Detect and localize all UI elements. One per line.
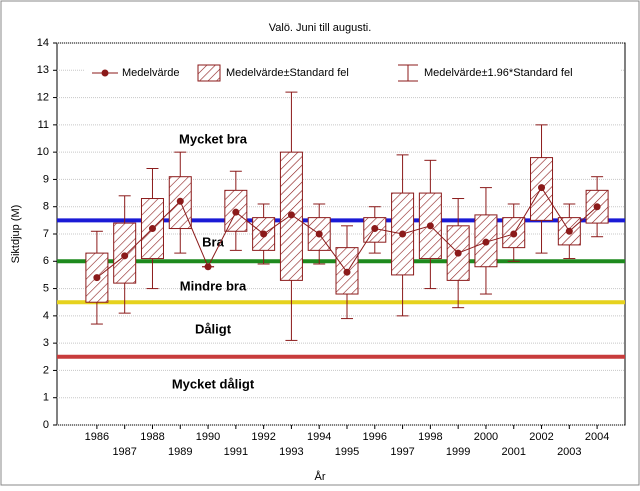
mean-point [426,222,434,230]
legend-label: Medelvärde±1.96*Standard fel [424,67,573,79]
mean-point [176,197,184,205]
y-tick-label: 9 [43,173,49,185]
x-axis-label: År [315,470,326,483]
mean-point [343,268,351,276]
x-tick-label: 1993 [279,446,303,458]
x-tick-label: 2000 [474,431,498,443]
mean-point [260,230,268,238]
y-tick-label: 8 [43,201,49,213]
x-tick-label: 1991 [224,446,248,458]
x-tick-label: 1999 [446,446,470,458]
y-tick-label: 2 [43,364,49,376]
x-tick-label: 1992 [251,431,275,443]
legend-label: Medelvärde [122,67,179,79]
x-tick-label: 2002 [529,431,553,443]
y-axis-label: Siktdjup (M) [10,205,22,264]
x-tick-label: 1997 [390,446,414,458]
x-tick-label: 1989 [168,446,192,458]
annotation: Mycket dåligt [172,376,255,391]
annotation: Mycket bra [179,131,248,146]
y-tick-label: 11 [38,119,49,131]
y-tick-label: 10 [37,146,49,158]
legend-symbol [101,69,109,77]
mean-point [399,230,407,238]
y-tick-label: 4 [43,310,49,322]
mean-point [121,252,129,260]
x-tick-label: 1986 [85,431,109,443]
mean-point [565,227,573,235]
y-tick-label: 5 [43,282,49,294]
y-tick-label: 6 [43,255,49,267]
legend-symbol [197,64,221,82]
mean-point [204,263,212,271]
x-tick-label: 2001 [501,446,525,458]
mean-point [315,230,323,238]
chart-title: Valö. Juni till augusti. [269,22,372,34]
mean-point [510,230,518,238]
y-tick-label: 14 [37,37,49,49]
x-tick-label: 1998 [418,431,442,443]
y-tick-label: 12 [37,91,49,103]
mean-point [148,225,156,233]
mean-point [232,208,240,216]
mean-point [538,184,546,192]
mean-point [287,211,295,219]
y-tick-label: 13 [37,64,49,76]
x-tick-label: 1988 [140,431,164,443]
y-tick-label: 1 [43,392,49,404]
mean-point [593,203,601,211]
x-tick-label: 1994 [307,431,331,443]
x-tick-label: 1995 [335,446,359,458]
mean-point [454,249,462,257]
mean-point [371,225,379,233]
legend-label: Medelvärde±Standard fel [226,67,349,79]
y-tick-label: 7 [43,228,49,240]
x-tick-label: 1990 [196,431,220,443]
annotation: Dåligt [195,321,232,336]
x-tick-label: 2003 [557,446,581,458]
mean-point [482,238,490,246]
y-tick-label: 3 [43,337,49,349]
x-tick-label: 1996 [363,431,387,443]
annotation: Mindre bra [180,278,247,293]
mean-point [93,274,101,282]
y-tick-label: 0 [43,419,49,431]
x-tick-label: 2004 [585,431,609,443]
x-tick-label: 1987 [112,446,136,458]
